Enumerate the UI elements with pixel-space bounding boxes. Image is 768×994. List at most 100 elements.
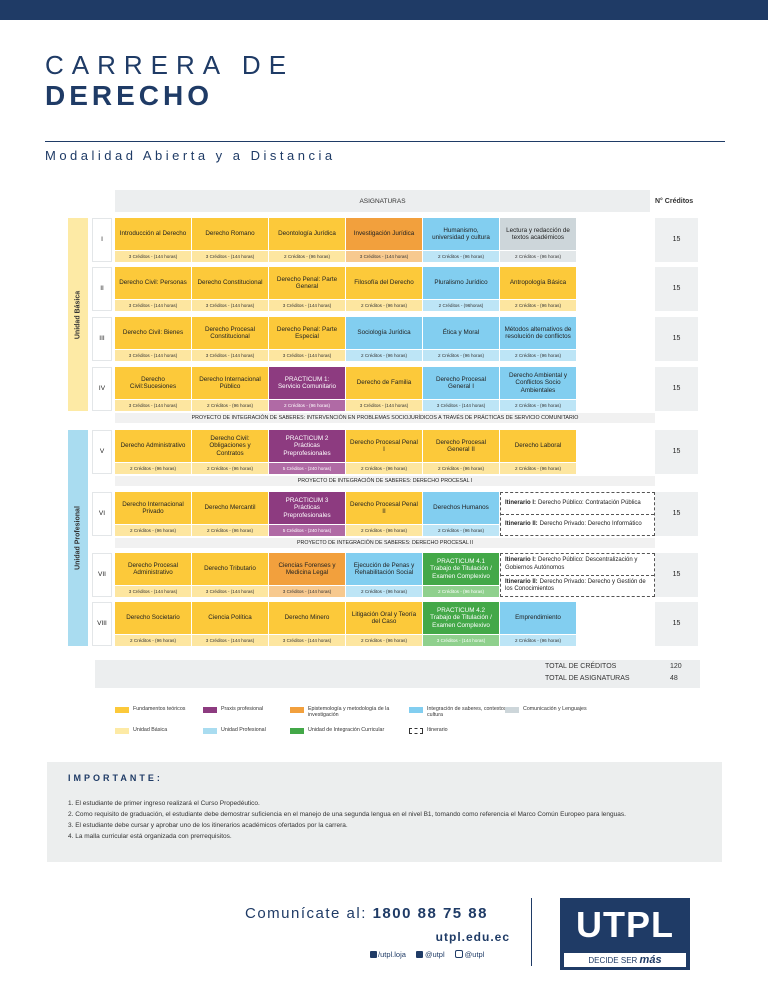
- subject-hours: 2 Créditos - (96 horas): [192, 400, 268, 411]
- legend-swatch: [290, 707, 304, 713]
- important-item: 3. El estudiante debe cursar y aprobar u…: [68, 822, 348, 829]
- subject-hours: 3 Créditos - (144 horas): [115, 400, 191, 411]
- subject-hours: 2 Créditos - (96 horas): [500, 400, 576, 411]
- subject: Derecho Procesal Penal II: [346, 492, 422, 524]
- itinerary: Itinerario II: Derecho Privado: Derecho I…: [501, 514, 654, 535]
- subject-hours: 2 Créditos - (96 horas): [346, 525, 422, 536]
- subject-hours: 3 Créditos - (144 horas): [115, 586, 191, 597]
- subject: Derecho Procesal General I: [423, 367, 499, 399]
- instagram-handle: @utpl: [464, 950, 485, 959]
- subject-hours: 2 Créditos - (96 horas): [423, 251, 499, 262]
- subject: PRACTICUM 4.2 Trabajo de Titulación / Ex…: [423, 602, 499, 634]
- subject-hours: 3 Créditos - (144 horas): [269, 300, 345, 311]
- subject: Derecho Penal: Parte General: [269, 267, 345, 299]
- subject-hours: 3 Créditos - (144 horas): [269, 350, 345, 361]
- subject-hours: 3 Créditos - (144 horas): [115, 300, 191, 311]
- total-label: TOTAL DE ASIGNATURAS: [545, 675, 630, 682]
- subject-hours: 3 Créditos - (144 horas): [423, 635, 499, 646]
- itinerary-box: Itinerario I: Derecho Público: Descentral…: [500, 553, 655, 597]
- itinerary-text: Itinerario I: Derecho Público: Descentral…: [505, 557, 650, 571]
- total-value: 48: [670, 675, 678, 682]
- slogan-bold: más: [639, 954, 662, 966]
- subject-hours: 5 Créditos - (240 horas): [269, 463, 345, 474]
- subject-hours: 2 Créditos - (96 horas): [115, 525, 191, 536]
- subject: Derecho Procesal General II: [423, 430, 499, 462]
- important-box: [47, 762, 722, 862]
- subjects-heading: ASIGNATURAS: [115, 190, 650, 212]
- subject-hours: 3 Créditos - (144 horas): [192, 251, 268, 262]
- facebook[interactable]: /utpl.loja: [370, 950, 406, 959]
- subject: PRACTICUM 1: Servicio Comunitario: [269, 367, 345, 399]
- subject: Derecho Administrativo: [115, 430, 191, 462]
- itinerary-box: Itinerario I: Derecho Público: Contrataci…: [500, 492, 655, 536]
- row-credits: 15: [655, 492, 698, 536]
- facebook-handle: /utpl.loja: [378, 950, 406, 959]
- subject-hours: 2 Créditos - (96 horas): [500, 463, 576, 474]
- subject-hours: 2 Créditos - (96 horas): [500, 350, 576, 361]
- subject-hours: 2 Créditos - (96 horas): [423, 525, 499, 536]
- subject-hours: 2 Créditos - (96 horas): [423, 586, 499, 597]
- legend-label: Unidad Profesional: [221, 727, 266, 733]
- subject-hours: 3 Créditos - (144 horas): [423, 400, 499, 411]
- itinerary: Itinerario I: Derecho Público: Descentral…: [501, 554, 654, 575]
- instagram[interactable]: @utpl: [454, 950, 485, 959]
- subject: Derecho Civil: Bienes: [115, 317, 191, 349]
- subject-hours: 3 Créditos - (144 horas): [192, 586, 268, 597]
- subject: Derechos Humanos: [423, 492, 499, 524]
- subject: Sociología Jurídica: [346, 317, 422, 349]
- subject: Derecho Ambiental y Conflictos Socio Amb…: [500, 367, 576, 399]
- legend-swatch: [115, 728, 129, 734]
- subject: Investigación Jurídica: [346, 218, 422, 250]
- legend-swatch: [203, 728, 217, 734]
- important-item: 4. La malla curricular está organizada c…: [68, 833, 232, 840]
- unit: Unidad Básica: [68, 218, 88, 411]
- subject: Ética y Moral: [423, 317, 499, 349]
- subject-hours: 3 Créditos - (144 horas): [269, 586, 345, 597]
- subject: PRACTICUM 3 Prácticas Preprofesionales: [269, 492, 345, 524]
- subject-hours: 2 Créditos - (96 horas): [269, 251, 345, 262]
- unit-name: Unidad Profesional: [74, 506, 82, 570]
- itinerary-name: Derecho Privado: Derecho y Gestión de lo…: [505, 578, 646, 592]
- unit: Unidad Profesional: [68, 430, 88, 646]
- socials: /utpl.loja @utpl @utpl: [370, 950, 484, 959]
- subject: Derecho Civil: Personas: [115, 267, 191, 299]
- legend-label: Comunicación y Lenguajes: [523, 706, 587, 712]
- legend-swatch: [203, 707, 217, 713]
- row-credits: 15: [655, 602, 698, 646]
- subject: Derecho Minero: [269, 602, 345, 634]
- subject: Derecho Civil: Obligaciones y Contratos: [192, 430, 268, 462]
- subject: Lectura y redacción de textos académicos: [500, 218, 576, 250]
- row-credits: 15: [655, 267, 698, 311]
- subject-hours: 2 Créditos - (96 horas): [346, 350, 422, 361]
- level: VI: [92, 492, 112, 536]
- important-title: IMPORTANTE:: [68, 773, 163, 783]
- twitter[interactable]: @utpl: [415, 950, 445, 959]
- level: VII: [92, 553, 112, 597]
- subject: Emprendimiento: [500, 602, 576, 634]
- subject: Ciencia Política: [192, 602, 268, 634]
- itinerary-text: Itinerario II: Derecho Privado: Derecho I…: [505, 521, 642, 528]
- contact-label: Comunícate al:: [245, 905, 367, 922]
- subject: Derecho de Familia: [346, 367, 422, 399]
- subject-hours: 2 Créditos - (96 horas): [269, 400, 345, 411]
- level: III: [92, 317, 112, 361]
- itinerary: Itinerario I: Derecho Público: Contrataci…: [501, 493, 654, 514]
- subject-hours: 2 Créditos - (96 horas): [500, 300, 576, 311]
- subject: Derecho Mercantil: [192, 492, 268, 524]
- legend-label: Fundamentos teóricos: [133, 706, 186, 712]
- level: V: [92, 430, 112, 474]
- subject: Introducción al Derecho: [115, 218, 191, 250]
- legend-swatch: [505, 707, 519, 713]
- row-credits: 15: [655, 367, 698, 411]
- subject-hours: 2 Créditos - (96 horas): [500, 251, 576, 262]
- legend-label: Unidad de Integración Curricular: [308, 727, 385, 733]
- legend-label: Unidad Básica: [133, 727, 168, 733]
- twitter-handle: @utpl: [424, 950, 445, 959]
- subject: PRACTICUM 2 Prácticas Preprofesionales: [269, 430, 345, 462]
- itinerary-text: Itinerario II: Derecho Privado: Derecho y…: [505, 579, 650, 593]
- subject-hours: 2 Créditos - (96 horas): [192, 463, 268, 474]
- website: utpl.edu.ec: [435, 930, 510, 944]
- subject-hours: 2 Créditos - (96 horas): [346, 635, 422, 646]
- top-bar: [0, 0, 768, 20]
